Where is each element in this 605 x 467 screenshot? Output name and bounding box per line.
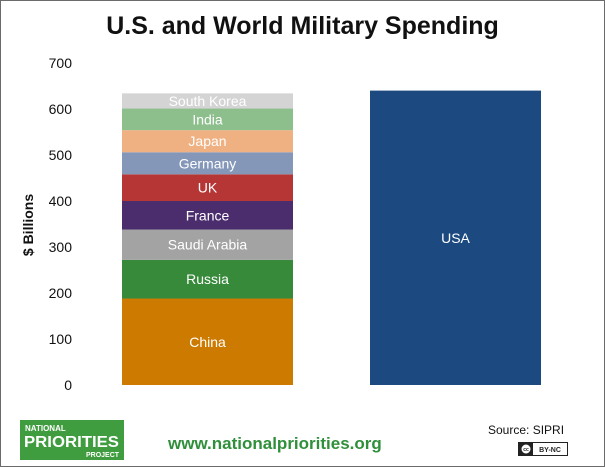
- military-spending-chart: 0 100 200 300 400 500 600 700 China Russia Saudi …: [20, 55, 541, 393]
- bar-segment-japan: [122, 130, 293, 153]
- y-tick-label: 100: [49, 331, 73, 347]
- logo-text-priorities: PRIORITIES: [24, 434, 119, 451]
- segment-label: India: [192, 111, 223, 127]
- segment-label: China: [189, 334, 226, 350]
- bar-segment-russia: [122, 259, 293, 299]
- logo-text-national: NATIONAL: [25, 424, 66, 433]
- bar-segment-south-korea: [122, 93, 293, 109]
- creative-commons-icon: [521, 444, 531, 454]
- cc-by-nc-badge: cc BY-NC: [518, 442, 568, 456]
- bar-segment-france: [122, 201, 293, 230]
- logo-text-project: PROJECT: [86, 452, 120, 459]
- bar-segment-germany: [122, 152, 293, 175]
- y-tick-label: 600: [49, 101, 73, 117]
- bar-segment-usa: [370, 90, 541, 385]
- y-tick-label: 400: [49, 193, 73, 209]
- bar-segment-saudi-arabia: [122, 229, 293, 260]
- y-tick-label: 500: [49, 147, 73, 163]
- y-tick-label: 700: [49, 55, 73, 71]
- segment-label: USA: [441, 230, 470, 246]
- segment-label: Saudi Arabia: [168, 237, 248, 253]
- bar-segment-uk: [122, 174, 293, 201]
- y-axis-label: $ Billions: [20, 194, 36, 256]
- chart-title: U.S. and World Military Spending: [106, 12, 499, 40]
- bar-segment-china: [122, 298, 293, 385]
- segment-label: Japan: [188, 133, 226, 149]
- y-tick-label: 300: [49, 239, 73, 255]
- y-tick-label: 200: [49, 285, 73, 301]
- national-priorities-project-logo: NATIONAL PRIORITIES PROJECT: [20, 420, 124, 460]
- segment-label: Russia: [186, 271, 229, 287]
- svg-text:cc: cc: [523, 447, 529, 453]
- y-axis: 0 100 200 300 400 500 600 700: [49, 55, 73, 393]
- segment-label: South Korea: [169, 93, 247, 109]
- y-tick-label: 0: [64, 377, 72, 393]
- website-url[interactable]: www.nationalpriorities.org: [168, 434, 382, 453]
- source-note: Source: SIPRI: [488, 423, 565, 437]
- stacked-bars: China Russia Saudi Arabia France UK Germany Ja…: [122, 90, 541, 385]
- segment-label: UK: [198, 180, 218, 196]
- segment-label: Germany: [179, 155, 237, 171]
- bar-segment-india: [122, 108, 293, 131]
- license-label: BY-NC: [539, 447, 561, 454]
- segment-label: France: [186, 207, 230, 223]
